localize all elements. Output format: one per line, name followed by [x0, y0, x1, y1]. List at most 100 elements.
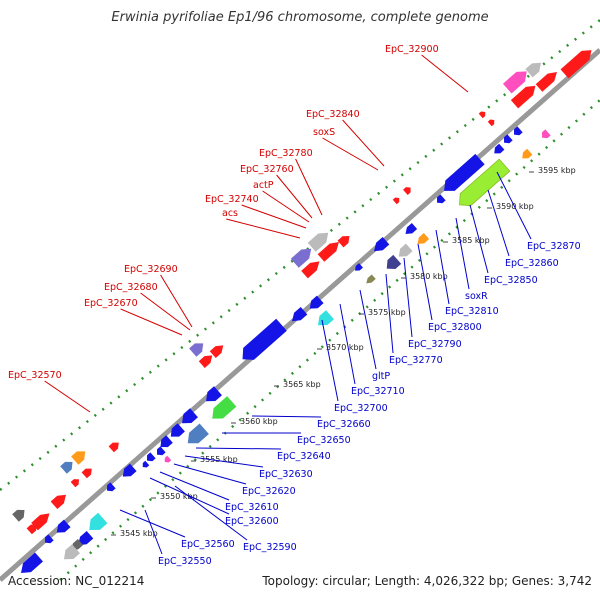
gene-arrow: [212, 396, 237, 419]
gene-arrow: [56, 519, 71, 533]
gene-arrow: [107, 482, 116, 492]
gene-arrow: [309, 295, 324, 309]
gene-arrow: [502, 71, 527, 94]
tick-label: 3575 kbp: [368, 308, 406, 317]
reverse-gene-label: EpC_32850: [484, 275, 538, 286]
reverse-gene-label: EpC_32600: [225, 516, 279, 527]
forward-gene-label: EpC_32570: [8, 370, 62, 381]
reverse-gene-label: EpC_32810: [445, 306, 499, 317]
leader-line: [496, 171, 532, 240]
reverse-gene-label: EpC_32550: [158, 556, 212, 567]
forward-gene-label: soxS: [313, 127, 335, 138]
gene-arrow: [403, 187, 411, 195]
gene-arrow: [26, 524, 37, 535]
tick-label: 3585 kbp: [452, 236, 490, 245]
reverse-gene-label: EpC_32610: [225, 502, 279, 513]
leader-line: [322, 137, 379, 171]
leader-line: [140, 292, 191, 331]
leader-line: [342, 119, 385, 167]
forward-gene-label: acs: [222, 208, 238, 219]
reverse-gene-label: EpC_32870: [527, 241, 581, 252]
leader-line: [295, 158, 323, 216]
gene-arrow: [182, 408, 198, 424]
forward-gene-label: EpC_32740: [205, 194, 259, 205]
gene-arrow: [71, 451, 86, 465]
forward-gene-label: EpC_32760: [240, 164, 294, 175]
reverse-gene-label: EpC_32860: [505, 258, 559, 269]
tick-label: 3580 kbp: [410, 272, 448, 281]
gene-arrow: [514, 126, 523, 136]
gene-arrow: [60, 461, 73, 474]
leader-line: [487, 189, 510, 257]
gene-arrow: [189, 343, 204, 357]
gene-layer: [12, 50, 592, 573]
gene-arrow: [525, 62, 541, 78]
tick-label: 3595 kbp: [538, 166, 576, 175]
gene-arrow: [459, 158, 511, 206]
leader-line: [149, 477, 230, 515]
reverse-gene-label: EpC_32770: [389, 355, 443, 366]
leader-line: [226, 218, 301, 239]
gene-arrow: [89, 512, 108, 530]
gene-arrow: [417, 233, 430, 244]
gene-arrow: [301, 261, 320, 279]
leader-line: [359, 289, 377, 370]
leader-line: [421, 54, 469, 93]
gene-arrow: [164, 455, 172, 463]
leader-line: [144, 509, 163, 555]
reverse-gene-label: EpC_32700: [334, 403, 388, 414]
gene-arrow: [444, 153, 485, 191]
tick-label: 3550 kbp: [160, 492, 198, 501]
map-title: Erwinia pyrifoliae Ep1/96 chromosome, co…: [111, 10, 489, 25]
reverse-gene-label: EpC_32710: [351, 386, 405, 397]
gene-arrow: [45, 534, 54, 544]
gene-arrow: [386, 254, 402, 269]
gene-arrow: [355, 263, 363, 271]
leader-line: [385, 273, 394, 354]
gene-arrow: [78, 530, 94, 546]
leader-line: [455, 217, 470, 290]
genome-summary: Topology: circular; Length: 4,026,322 bp…: [262, 574, 592, 588]
gene-arrow: [510, 85, 536, 109]
gene-arrow: [398, 243, 413, 257]
forward-gene-label: EpC_32900: [385, 44, 439, 55]
forward-gene-label: EpC_32780: [259, 148, 313, 159]
leader-line: [469, 204, 489, 274]
gene-arrow: [209, 345, 224, 359]
gene-arrow: [70, 479, 79, 488]
reverse-gene-label: EpC_32560: [181, 539, 235, 550]
gene-arrow: [494, 143, 505, 154]
reverse-gene-label: EpC_32620: [242, 486, 296, 497]
gene-arrow: [187, 423, 209, 444]
gene-arrow: [157, 446, 166, 456]
reverse-gene-label: gltP: [372, 371, 390, 382]
reverse-gene-label: EpC_32800: [428, 322, 482, 333]
reverse-gene-label: EpC_32790: [408, 339, 462, 350]
gene-arrow: [366, 274, 376, 284]
gene-arrow: [337, 236, 350, 248]
forward-gene-label: EpC_32670: [84, 298, 138, 309]
reverse-gene-label: EpC_32650: [297, 435, 351, 446]
leader-line: [159, 471, 230, 501]
leader-line: [262, 190, 310, 223]
leader-line: [241, 204, 307, 229]
leader-line: [276, 174, 313, 219]
leader-line: [119, 509, 186, 538]
gene-arrow: [478, 111, 486, 119]
gene-arrow: [122, 463, 137, 477]
reverse-gene-label: EpC_32630: [259, 469, 313, 480]
gene-arrow: [307, 232, 329, 252]
gene-arrow: [242, 318, 287, 360]
forward-gene-label: EpC_32680: [104, 282, 158, 293]
leader-line: [184, 455, 264, 468]
leader-line: [160, 274, 193, 328]
gene-arrow: [317, 242, 339, 262]
gene-arrow: [170, 423, 185, 437]
leader-line: [321, 319, 339, 402]
leader-line: [403, 257, 413, 338]
gene-arrow: [290, 248, 312, 268]
gene-arrow: [64, 544, 80, 560]
leader-line: [174, 485, 248, 541]
